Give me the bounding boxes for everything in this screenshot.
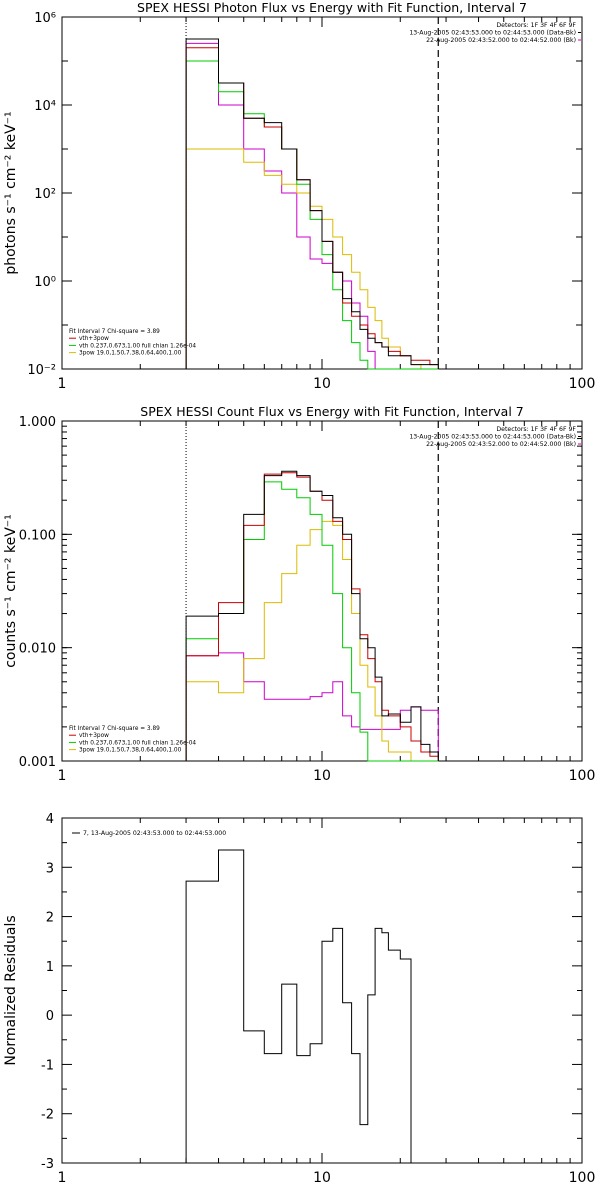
y-tick-label: 0	[46, 1009, 54, 1024]
series-vth-plus-3pow	[185, 47, 439, 369]
chart-title: SPEX HESSI Count Flux vs Energy with Fit…	[140, 404, 523, 419]
x-tick-label: 10	[313, 376, 331, 392]
detector-header-line: 13-Aug-2005 02:43:53.000 to 02:44:53.000…	[409, 30, 576, 37]
y-tick-label: 0.100	[19, 528, 56, 543]
legend-entry: Fit Interval 7 Chi-square = 3.89	[69, 329, 160, 335]
y-tick-label: 0.010	[19, 642, 56, 657]
detector-header-line: 13-Aug-2005 02:43:53.000 to 02:44:53.000…	[409, 434, 576, 441]
detector-header-line: Detectors: 1F 3F 4F 6F 9F	[496, 426, 576, 433]
y-axis-label: photons s⁻¹ cm⁻² keV⁻¹	[3, 111, 19, 274]
legend-entry: vth 0.237,0.673,1.00 full chian 1.26e-04	[79, 740, 196, 746]
chart-title: SPEX HESSI Photon Flux vs Energy with Fi…	[137, 0, 527, 15]
legend-entry: 7, 13-Aug-2005 02:43:53.000 to 02:44:53.…	[83, 830, 226, 837]
y-tick-label: 2	[46, 911, 54, 926]
x-tick-label: 10	[313, 768, 331, 784]
y-tick-label: -2	[41, 1108, 54, 1123]
detector-header-line: 22-Aug-2005 02:43:52.000 to 02:44:52.000…	[426, 441, 576, 448]
y-tick-label: 1	[46, 960, 54, 975]
series-background	[185, 652, 439, 761]
plot-frame	[61, 16, 583, 370]
x-tick-label: 1	[58, 768, 67, 784]
legend-entry: vth 0.237,0.673,1.00 full chian 1.26e-04	[79, 343, 196, 349]
x-tick-label: 1	[58, 376, 67, 392]
y-tick-label: -1	[41, 1058, 54, 1073]
y-tick-label: 10⁻²	[27, 363, 56, 378]
legend-entry: 3pow 19.0,1.50,7.38,0.64,400,1.00	[79, 748, 182, 754]
y-tick-label: 0.001	[19, 755, 56, 770]
y-tick-label: 3	[46, 861, 54, 876]
y-tick-label: 10⁰	[34, 275, 56, 290]
x-tick-label: 100	[569, 1170, 596, 1186]
detector-header-line: 22-Aug-2005 02:43:52.000 to 02:44:52.000…	[426, 37, 576, 44]
x-tick-label: 10	[313, 1170, 331, 1186]
y-tick-label: 1.000	[19, 415, 56, 430]
legend-entry: Fit Interval 7 Chi-square = 3.89	[69, 726, 160, 732]
legend-entry: vth+3pow	[79, 336, 109, 342]
series-3pow	[185, 520, 439, 762]
y-axis-label: counts s⁻¹ cm⁻² keV⁻¹	[3, 514, 19, 668]
series-residuals	[185, 849, 412, 1163]
detector-header-line: Detectors: 1F 3F 4F 6F 9F	[496, 22, 576, 29]
x-tick-label: 1	[58, 1170, 67, 1186]
series-data	[185, 470, 439, 761]
y-tick-label: 10⁶	[34, 11, 56, 26]
y-tick-label: 4	[46, 812, 54, 827]
y-tick-label: 10²	[34, 187, 56, 202]
series-vth	[185, 60, 439, 370]
series-data	[185, 38, 439, 369]
x-tick-label: 100	[569, 376, 596, 392]
plot-frame	[61, 420, 583, 762]
y-tick-label: -3	[41, 1157, 54, 1172]
x-tick-label: 100	[569, 768, 596, 784]
legend-entry: 3pow 19.0,1.50,7.38,0.64,400,1.00	[79, 351, 182, 357]
y-tick-label: 10⁴	[34, 99, 56, 114]
series-vth	[185, 481, 439, 762]
legend-entry: vth+3pow	[79, 733, 109, 739]
y-axis-label: Normalized Residuals	[3, 915, 19, 1065]
